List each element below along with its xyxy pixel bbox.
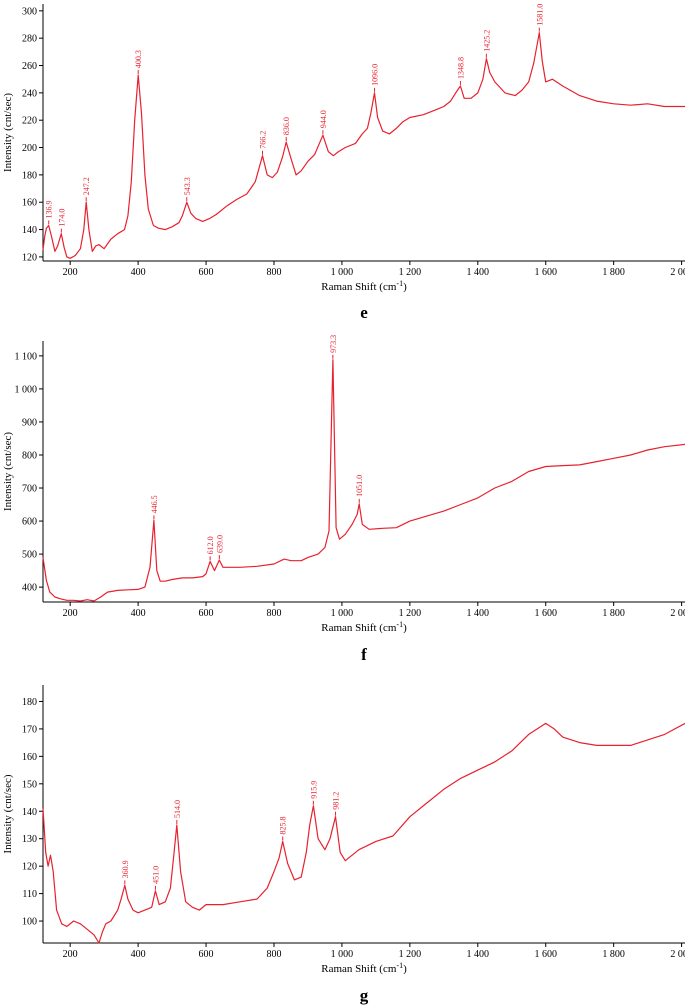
x-tick-label: 1 800: [602, 608, 625, 619]
y-tick-label: 140: [22, 807, 37, 818]
x-tick-label: 1 800: [602, 949, 625, 960]
x-tick-label: 800: [266, 949, 281, 960]
y-tick-label: 280: [22, 34, 37, 45]
y-tick-label: 260: [22, 61, 37, 72]
spectrum-line: [42, 359, 685, 602]
peak-label: 247.2: [82, 177, 91, 195]
x-axis-title: Raman Shift (cm-1): [321, 279, 407, 293]
x-tick-label: 1 400: [467, 267, 490, 278]
peak-label: 766.2: [259, 131, 268, 149]
y-tick-label: 1 000: [15, 384, 38, 395]
x-tick-label: 200: [63, 949, 78, 960]
x-tick-label: 1 600: [534, 608, 557, 619]
y-tick-label: 140: [22, 225, 37, 236]
peak-label: 915.9: [309, 781, 318, 799]
peak-label: 612.0: [206, 536, 215, 554]
y-tick-label: 180: [22, 170, 37, 181]
peak-label: 1051.0: [355, 475, 364, 497]
y-axis-title: Intensity (cnt/sec): [2, 432, 14, 511]
y-tick-label: 110: [22, 889, 37, 900]
y-tick-label: 220: [22, 116, 37, 127]
y-tick-label: 120: [22, 252, 37, 263]
x-tick-label: 1 200: [399, 949, 422, 960]
peak-label: 543.3: [183, 177, 192, 195]
y-tick-label: 300: [22, 6, 37, 17]
peak-label: 1425.2: [482, 30, 491, 52]
chart-panel-g: 200 400 600 800 1 000 1 200 1 400 1 600 1 800 2 0…: [2, 685, 685, 1005]
x-tick-label: 400: [131, 608, 146, 619]
y-tick-label: 160: [22, 752, 37, 763]
x-tick-label: 200: [63, 267, 78, 278]
peak-label: 451.0: [151, 866, 160, 884]
chart-panel-e: 200 400 600 800 1 000 1 200 1 400 1 600 1 800 2 0…: [2, 4, 685, 322]
x-tick-label: 1 200: [399, 267, 422, 278]
x-tick-label: 600: [199, 267, 214, 278]
y-tick-label: 150: [22, 779, 37, 790]
x-tick-label: 1 200: [399, 608, 422, 619]
x-tick-label: 1 600: [534, 267, 557, 278]
x-tick-label: 1 600: [534, 949, 557, 960]
peak-label: 639.0: [215, 535, 224, 553]
y-tick-label: 700: [22, 484, 37, 495]
x-axis-title: Raman Shift (cm-1): [321, 620, 407, 634]
y-tick-label: 600: [22, 517, 37, 528]
peak-label: 1348.8: [456, 57, 465, 79]
y-tick-label: 400: [22, 583, 37, 594]
peak-label: 174.0: [57, 209, 66, 227]
x-tick-label: 600: [199, 608, 214, 619]
x-tick-label: 400: [131, 949, 146, 960]
spectrum-line: [42, 722, 685, 944]
peak-label: 446.5: [150, 495, 159, 513]
x-tick-label: 400: [131, 267, 146, 278]
peak-label: 944.0: [319, 110, 328, 128]
x-tick-label: 800: [266, 608, 281, 619]
peak-label: 1581.0: [535, 4, 544, 26]
y-tick-label: 170: [22, 724, 37, 735]
y-tick-label: 160: [22, 198, 37, 209]
y-tick-label: 120: [22, 862, 37, 873]
panel-letter: g: [360, 986, 369, 1005]
y-tick-label: 180: [22, 697, 37, 708]
x-tick-label: 2 000: [670, 267, 685, 278]
y-tick-label: 200: [22, 143, 37, 154]
x-tick-label: 2 000: [670, 949, 685, 960]
y-tick-label: 100: [22, 917, 37, 928]
x-tick-label: 600: [199, 949, 214, 960]
panel-letter: e: [360, 303, 368, 322]
peak-label: 400.3: [134, 50, 143, 68]
spectrum-line: [42, 32, 685, 259]
chart-panel-f: 200 400 600 800 1 000 1 200 1 400 1 600 1 800 2 0…: [2, 335, 685, 664]
x-tick-label: 1 800: [602, 267, 625, 278]
peak-label: 360.9: [121, 860, 130, 878]
x-tick-label: 800: [266, 267, 281, 278]
x-tick-label: 1 000: [331, 267, 354, 278]
x-tick-label: 2 000: [670, 608, 685, 619]
panel-letter: f: [361, 645, 367, 664]
peak-label: 836.0: [282, 117, 291, 135]
peak-label: 514.0: [173, 800, 182, 818]
x-tick-label: 200: [63, 608, 78, 619]
peak-label: 136.9: [45, 200, 54, 218]
x-tick-label: 1 000: [331, 949, 354, 960]
x-tick-label: 1 400: [467, 949, 490, 960]
peak-label: 981.2: [332, 792, 341, 810]
y-tick-label: 130: [22, 834, 37, 845]
y-tick-label: 900: [22, 417, 37, 428]
y-axis-title: Intensity (cnt/sec): [2, 774, 14, 853]
y-tick-label: 1 100: [15, 351, 38, 362]
peak-label: 973.3: [329, 335, 338, 353]
peak-label: 1096.0: [371, 64, 380, 86]
x-tick-label: 1 000: [331, 608, 354, 619]
y-tick-label: 500: [22, 550, 37, 561]
y-axis-title: Intensity (cnt/sec): [2, 93, 14, 172]
y-tick-label: 800: [22, 450, 37, 461]
x-tick-label: 1 400: [467, 608, 490, 619]
y-tick-label: 240: [22, 88, 37, 99]
x-axis-title: Raman Shift (cm-1): [321, 961, 407, 975]
peak-label: 825.8: [279, 816, 288, 834]
